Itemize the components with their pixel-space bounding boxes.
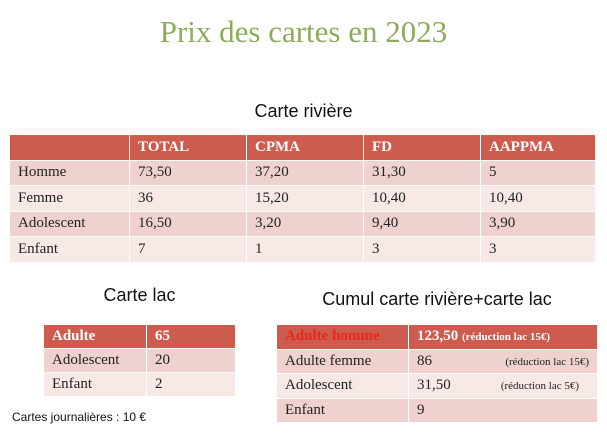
row-label: Femme: [9, 185, 130, 212]
page-title: Prix des cartes en 2023: [159, 14, 448, 49]
cell-value: 123,50: [417, 328, 459, 345]
cell-aappma: 10,40: [480, 185, 596, 212]
table-row: Adulte femme 86 (réduction lac 15€): [276, 348, 598, 374]
cell-price: 65: [146, 324, 236, 349]
cell-aappma: 3: [480, 236, 596, 263]
row-label: Adolescent: [9, 210, 130, 237]
river-header-row: TOTAL CPMA FD AAPPMA: [9, 134, 596, 161]
cell-note: (réduction lac 5€): [500, 380, 579, 393]
cumul-header-row: Adulte homme 123,50 (réduction lac 15€): [276, 324, 598, 350]
cell-price: 123,50 (réduction lac 15€): [408, 324, 598, 350]
river-col-label: [9, 134, 130, 161]
row-label: Adulte homme: [276, 324, 409, 350]
cumul-heading: Cumul carte rivière+carte lac: [322, 289, 552, 309]
cell-fd: 10,40: [363, 185, 481, 212]
cell-note: (réduction lac 15€): [462, 331, 550, 344]
table-row: Homme 73,50 37,20 31,30 5: [9, 159, 596, 186]
cell-cpma: 1: [246, 236, 364, 263]
row-label: Adulte: [43, 324, 147, 349]
table-row: Adolescent 20: [43, 348, 236, 373]
river-col-total: TOTAL: [129, 134, 247, 161]
cell-note: (réduction lac 15€): [505, 355, 589, 368]
cell-fd: 31,30: [363, 159, 481, 186]
cell-price: 2: [146, 372, 236, 397]
cumul-price-table: Adulte homme 123,50 (réduction lac 15€) …: [276, 324, 598, 423]
cell-cpma: 3,20: [246, 210, 364, 237]
river-col-aappma: AAPPMA: [480, 134, 596, 161]
cell-total: 16,50: [129, 210, 247, 237]
cell-fd: 9,40: [363, 210, 481, 237]
table-row: Enfant 9: [276, 397, 598, 423]
row-label: Adolescent: [276, 373, 409, 399]
row-label: Adolescent: [43, 348, 147, 373]
cell-price: 9: [408, 397, 598, 423]
cell-total: 73,50: [129, 159, 247, 186]
table-row: Femme 36 15,20 10,40 10,40: [9, 185, 596, 212]
row-label: Adulte femme: [276, 348, 409, 374]
cell-total: 36: [129, 185, 247, 212]
lake-price-table: Adulte 65 Adolescent 20 Enfant 2: [43, 324, 236, 397]
cell-fd: 3: [363, 236, 481, 263]
cell-price: 86 (réduction lac 15€): [408, 348, 598, 374]
cell-aappma: 5: [480, 159, 596, 186]
table-row: Enfant 7 1 3 3: [9, 236, 596, 263]
lake-heading: Carte lac: [103, 285, 176, 305]
row-label: Enfant: [9, 236, 130, 263]
lake-header-row: Adulte 65: [43, 324, 236, 349]
cell-total: 7: [129, 236, 247, 263]
row-label: Homme: [9, 159, 130, 186]
daily-card-note: Cartes journalières : 10 €: [12, 410, 147, 424]
cell-price: 31,50 (réduction lac 5€): [408, 373, 598, 399]
cell-price: 20: [146, 348, 236, 373]
cell-aappma: 3,90: [480, 210, 596, 237]
river-price-table: TOTAL CPMA FD AAPPMA Homme 73,50 37,20 3…: [9, 134, 596, 263]
cell-cpma: 37,20: [246, 159, 364, 186]
cell-value: 31,50: [417, 377, 451, 394]
river-col-cpma: CPMA: [246, 134, 364, 161]
table-row: Adolescent 31,50 (réduction lac 5€): [276, 373, 598, 399]
table-row: Enfant 2: [43, 372, 236, 397]
river-heading: Carte rivière: [254, 101, 353, 121]
row-label: Enfant: [276, 397, 409, 423]
cell-cpma: 15,20: [246, 185, 364, 212]
river-col-fd: FD: [363, 134, 481, 161]
cell-value: 86: [417, 352, 432, 369]
cell-value: 9: [417, 401, 425, 418]
table-row: Adolescent 16,50 3,20 9,40 3,90: [9, 210, 596, 237]
row-label: Enfant: [43, 372, 147, 397]
